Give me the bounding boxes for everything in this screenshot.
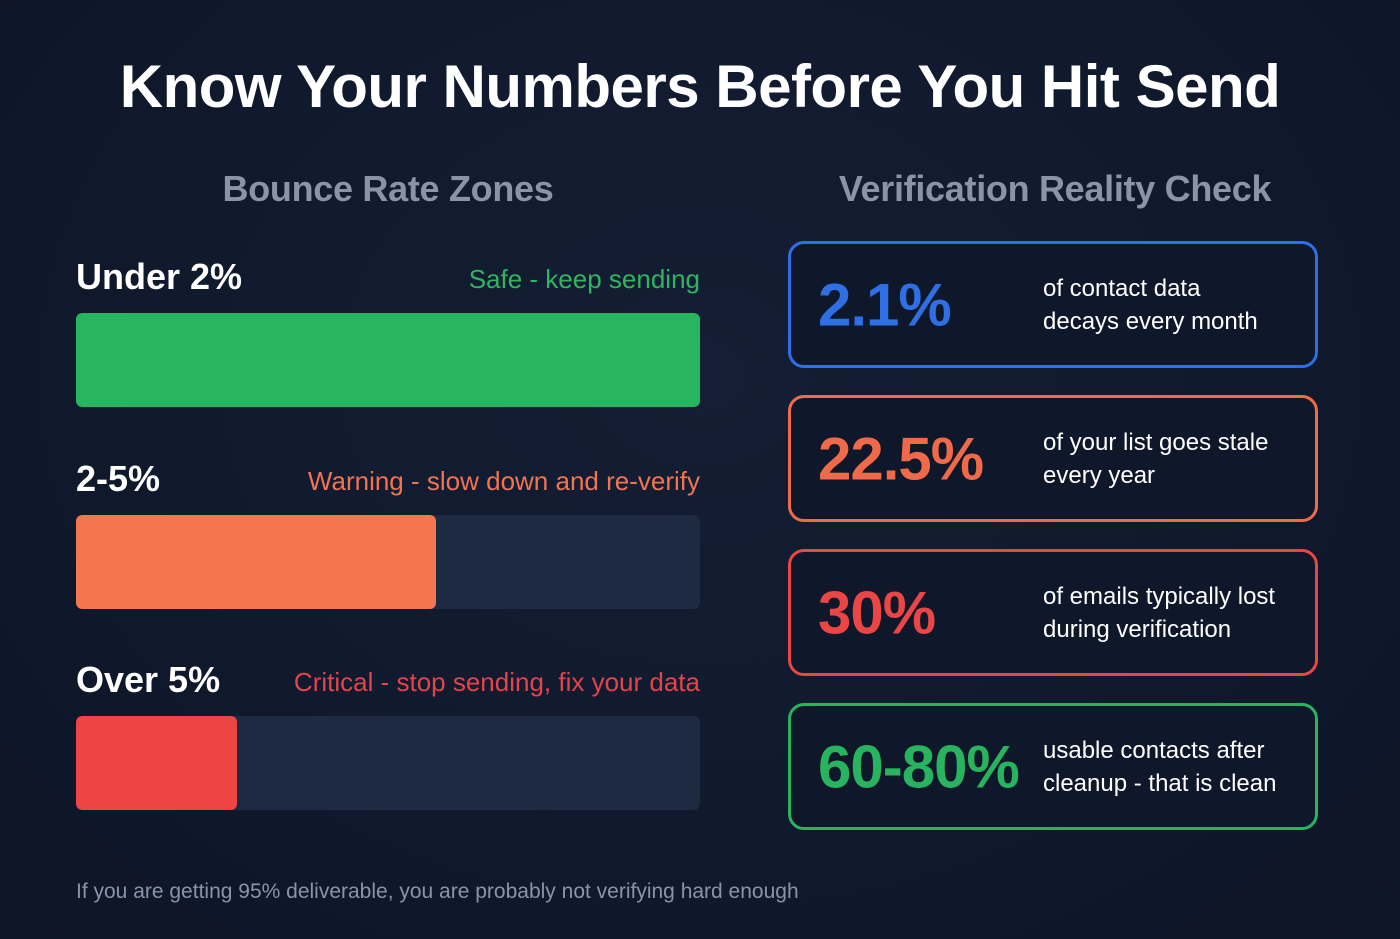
- stat-line-1: of contact data: [1043, 274, 1201, 302]
- stat-value: 60-80%: [818, 733, 1020, 800]
- zone-description: Critical - stop sending, fix your data: [293, 667, 700, 697]
- stat-line-2: cleanup - that is clean: [1043, 769, 1277, 797]
- bar-fill-safe: [76, 313, 700, 407]
- zone-label: 2-5%: [76, 458, 161, 499]
- stat-line-1: of emails typically lost: [1043, 582, 1276, 610]
- stat-line-2: every year: [1043, 461, 1156, 489]
- bounce-zones-title: Bounce Rate Zones: [222, 168, 554, 209]
- zone-description: Warning - slow down and re-verify: [307, 466, 700, 496]
- bar-track: [76, 515, 700, 609]
- bar-track: [76, 313, 700, 407]
- stat-description: usable contacts after cleanup - that is …: [1043, 734, 1313, 800]
- stat-line-2: during verification: [1043, 615, 1232, 643]
- zone-2-5: 2-5% Warning - slow down and re-verify: [76, 458, 700, 609]
- stat-line-1: of your list goes stale: [1043, 428, 1269, 456]
- stat-line-2: decays every month: [1043, 307, 1258, 335]
- stat-value: 2.1%: [818, 271, 952, 338]
- zone-label: Under 2%: [76, 256, 243, 297]
- stat-line-1: usable contacts after: [1043, 736, 1265, 764]
- zone-under-2: Under 2% Safe - keep sending: [76, 256, 700, 407]
- zone-label: Over 5%: [76, 659, 221, 700]
- stat-card-decay-month: 2.1% of contact data decays every month: [788, 241, 1318, 368]
- stat-value: 22.5%: [818, 425, 984, 492]
- stat-card-usable-contacts: 60-80% usable contacts after cleanup - t…: [788, 703, 1318, 830]
- bar-fill-warning: [76, 515, 436, 609]
- stat-value: 30%: [818, 579, 936, 646]
- footer-note: If you are getting 95% deliverable, you …: [76, 880, 799, 903]
- stat-card-lost-verification: 30% of emails typically lost during veri…: [788, 549, 1318, 676]
- stat-description: of your list goes stale every year: [1043, 426, 1313, 492]
- verification-title: Verification Reality Check: [838, 168, 1272, 209]
- stat-description: of emails typically lost during verifica…: [1043, 580, 1313, 646]
- zone-description: Safe - keep sending: [468, 264, 700, 294]
- stat-card-stale-year: 22.5% of your list goes stale every year: [788, 395, 1318, 522]
- bar-fill-critical: [76, 716, 237, 810]
- bar-track: [76, 716, 700, 810]
- stat-description: of contact data decays every month: [1043, 272, 1313, 338]
- zone-over-5: Over 5% Critical - stop sending, fix you…: [76, 659, 700, 810]
- page-title: Know Your Numbers Before You Hit Send: [119, 53, 1281, 120]
